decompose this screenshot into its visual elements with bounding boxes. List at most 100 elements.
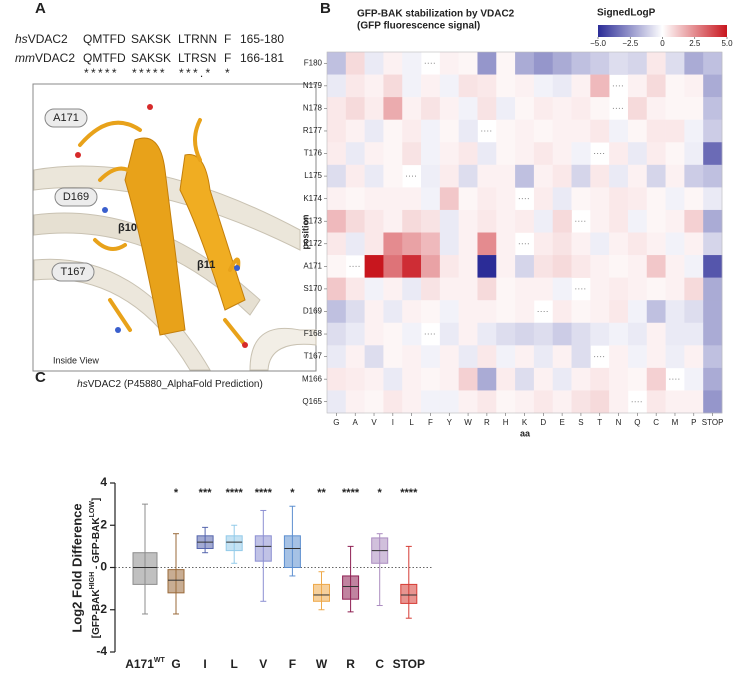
residue-label: D169 — [63, 191, 89, 203]
heatmap-cell — [533, 255, 554, 278]
heatmap-cell — [345, 300, 365, 324]
heatmap-cell — [496, 390, 516, 414]
residue-range: 166-181 — [240, 51, 284, 65]
heatmap-cell — [552, 322, 572, 346]
heatmap-cell — [684, 142, 704, 166]
x-axis-label: aa — [520, 428, 531, 438]
heatmap-cell — [402, 277, 422, 301]
heatmap-cell — [496, 322, 516, 346]
heatmap-cell — [571, 255, 591, 278]
heatmap-cell — [364, 52, 384, 75]
heatmap-cell — [364, 345, 384, 369]
x-tick-label: R — [346, 657, 355, 671]
heatmap-cell — [421, 345, 441, 369]
heatmap-cell — [665, 277, 685, 301]
heatmap-cell — [665, 142, 685, 166]
heatmap-cell — [383, 322, 403, 346]
structure-image — [32, 83, 317, 372]
heatmap-cell — [609, 255, 629, 278]
heatmap-cell — [477, 209, 497, 233]
heatmap-cell — [515, 142, 535, 166]
heatmap-cell — [590, 97, 610, 120]
heatmap-cell — [477, 74, 497, 98]
x-tick-label: M — [672, 418, 679, 427]
heatmap-cell — [646, 187, 666, 211]
category-text: V — [259, 657, 267, 671]
colorbar-tick-label: 5.0 — [721, 39, 733, 48]
colorbar — [598, 25, 727, 37]
heatmap-cell — [533, 277, 554, 301]
heatmap-cell — [627, 97, 648, 120]
colorbar-tick-label: −2.5 — [622, 39, 638, 48]
heatmap-cell — [571, 322, 591, 346]
heatmap-cell — [627, 164, 648, 188]
heatmap-cell — [665, 232, 685, 256]
heatmap-cell — [533, 142, 554, 166]
heatmap-cell — [590, 209, 610, 233]
heatmap-cell — [458, 164, 478, 188]
heatmap-cell — [496, 277, 516, 301]
heatmap-cell — [458, 209, 478, 233]
heatmap-cell — [477, 277, 497, 301]
heatmap-cell — [684, 164, 704, 188]
heatmap-cell — [571, 164, 591, 188]
heatmap-cell — [552, 52, 572, 75]
heatmap-cell — [515, 209, 535, 233]
heatmap-cell — [364, 142, 384, 166]
heatmap-cell — [496, 119, 516, 143]
heatmap-cell — [383, 390, 403, 414]
heatmap-cell — [383, 97, 403, 120]
heatmap-cell — [684, 367, 704, 391]
y-tick-label: F168 — [304, 329, 323, 338]
y-tick-label: K174 — [303, 194, 322, 203]
heatmap-cell — [345, 119, 365, 143]
heatmap-cell — [627, 232, 648, 256]
heatmap-cell — [439, 209, 459, 233]
heatmap-cell — [327, 277, 347, 301]
heatmap-cell — [627, 255, 648, 278]
heatmap-cell — [552, 300, 572, 324]
heatmap-cell — [402, 52, 422, 75]
heatmap-cell — [515, 97, 535, 120]
y-tick-label: M166 — [302, 374, 323, 383]
heatmap-cell — [571, 119, 591, 143]
heatmap-cell — [609, 390, 629, 414]
sequence-segment: SAKSK — [131, 51, 171, 65]
heatmap-cell — [684, 119, 704, 143]
y-tick-label: K172 — [303, 239, 322, 248]
heatmap-cell — [609, 209, 629, 233]
x-tick-label: STOP — [393, 657, 425, 671]
heatmap-cell — [421, 209, 441, 233]
box — [254, 535, 272, 562]
heatmap-cell — [421, 277, 441, 301]
x-tick-label: F — [428, 418, 433, 427]
heatmap-cell — [533, 209, 554, 233]
category-text: G — [171, 657, 180, 671]
x-tick-label: C — [375, 657, 384, 671]
heatmap-cell — [477, 52, 497, 75]
heatmap-cell — [496, 300, 516, 324]
heatmap-cell — [383, 300, 403, 324]
heatmap-cell — [590, 74, 610, 98]
heatmap-cell — [402, 300, 422, 324]
heatmap-cell — [646, 300, 666, 324]
x-tick-label: G — [171, 657, 180, 671]
heatmap-cell — [364, 300, 384, 324]
heatmap-cell — [552, 142, 572, 166]
heatmap-cell — [402, 367, 422, 391]
heatmap-cell — [496, 255, 516, 278]
y-tick-label: L175 — [304, 171, 322, 180]
heatmap-cell — [477, 187, 497, 211]
heatmap-cell — [533, 52, 554, 75]
heatmap-cell — [477, 255, 497, 278]
sequence-segment: QMTFD — [83, 32, 126, 46]
x-tick-label: STOP — [702, 418, 724, 427]
heatmap-cell — [421, 367, 441, 391]
heatmap-cell — [609, 52, 629, 75]
heatmap-cell — [364, 209, 384, 233]
heatmap-cell — [327, 187, 347, 211]
x-tick-label: I — [203, 657, 206, 671]
heatmap-cell — [496, 97, 516, 120]
significance-label: * — [378, 487, 383, 499]
residue-label: T167 — [60, 266, 85, 278]
